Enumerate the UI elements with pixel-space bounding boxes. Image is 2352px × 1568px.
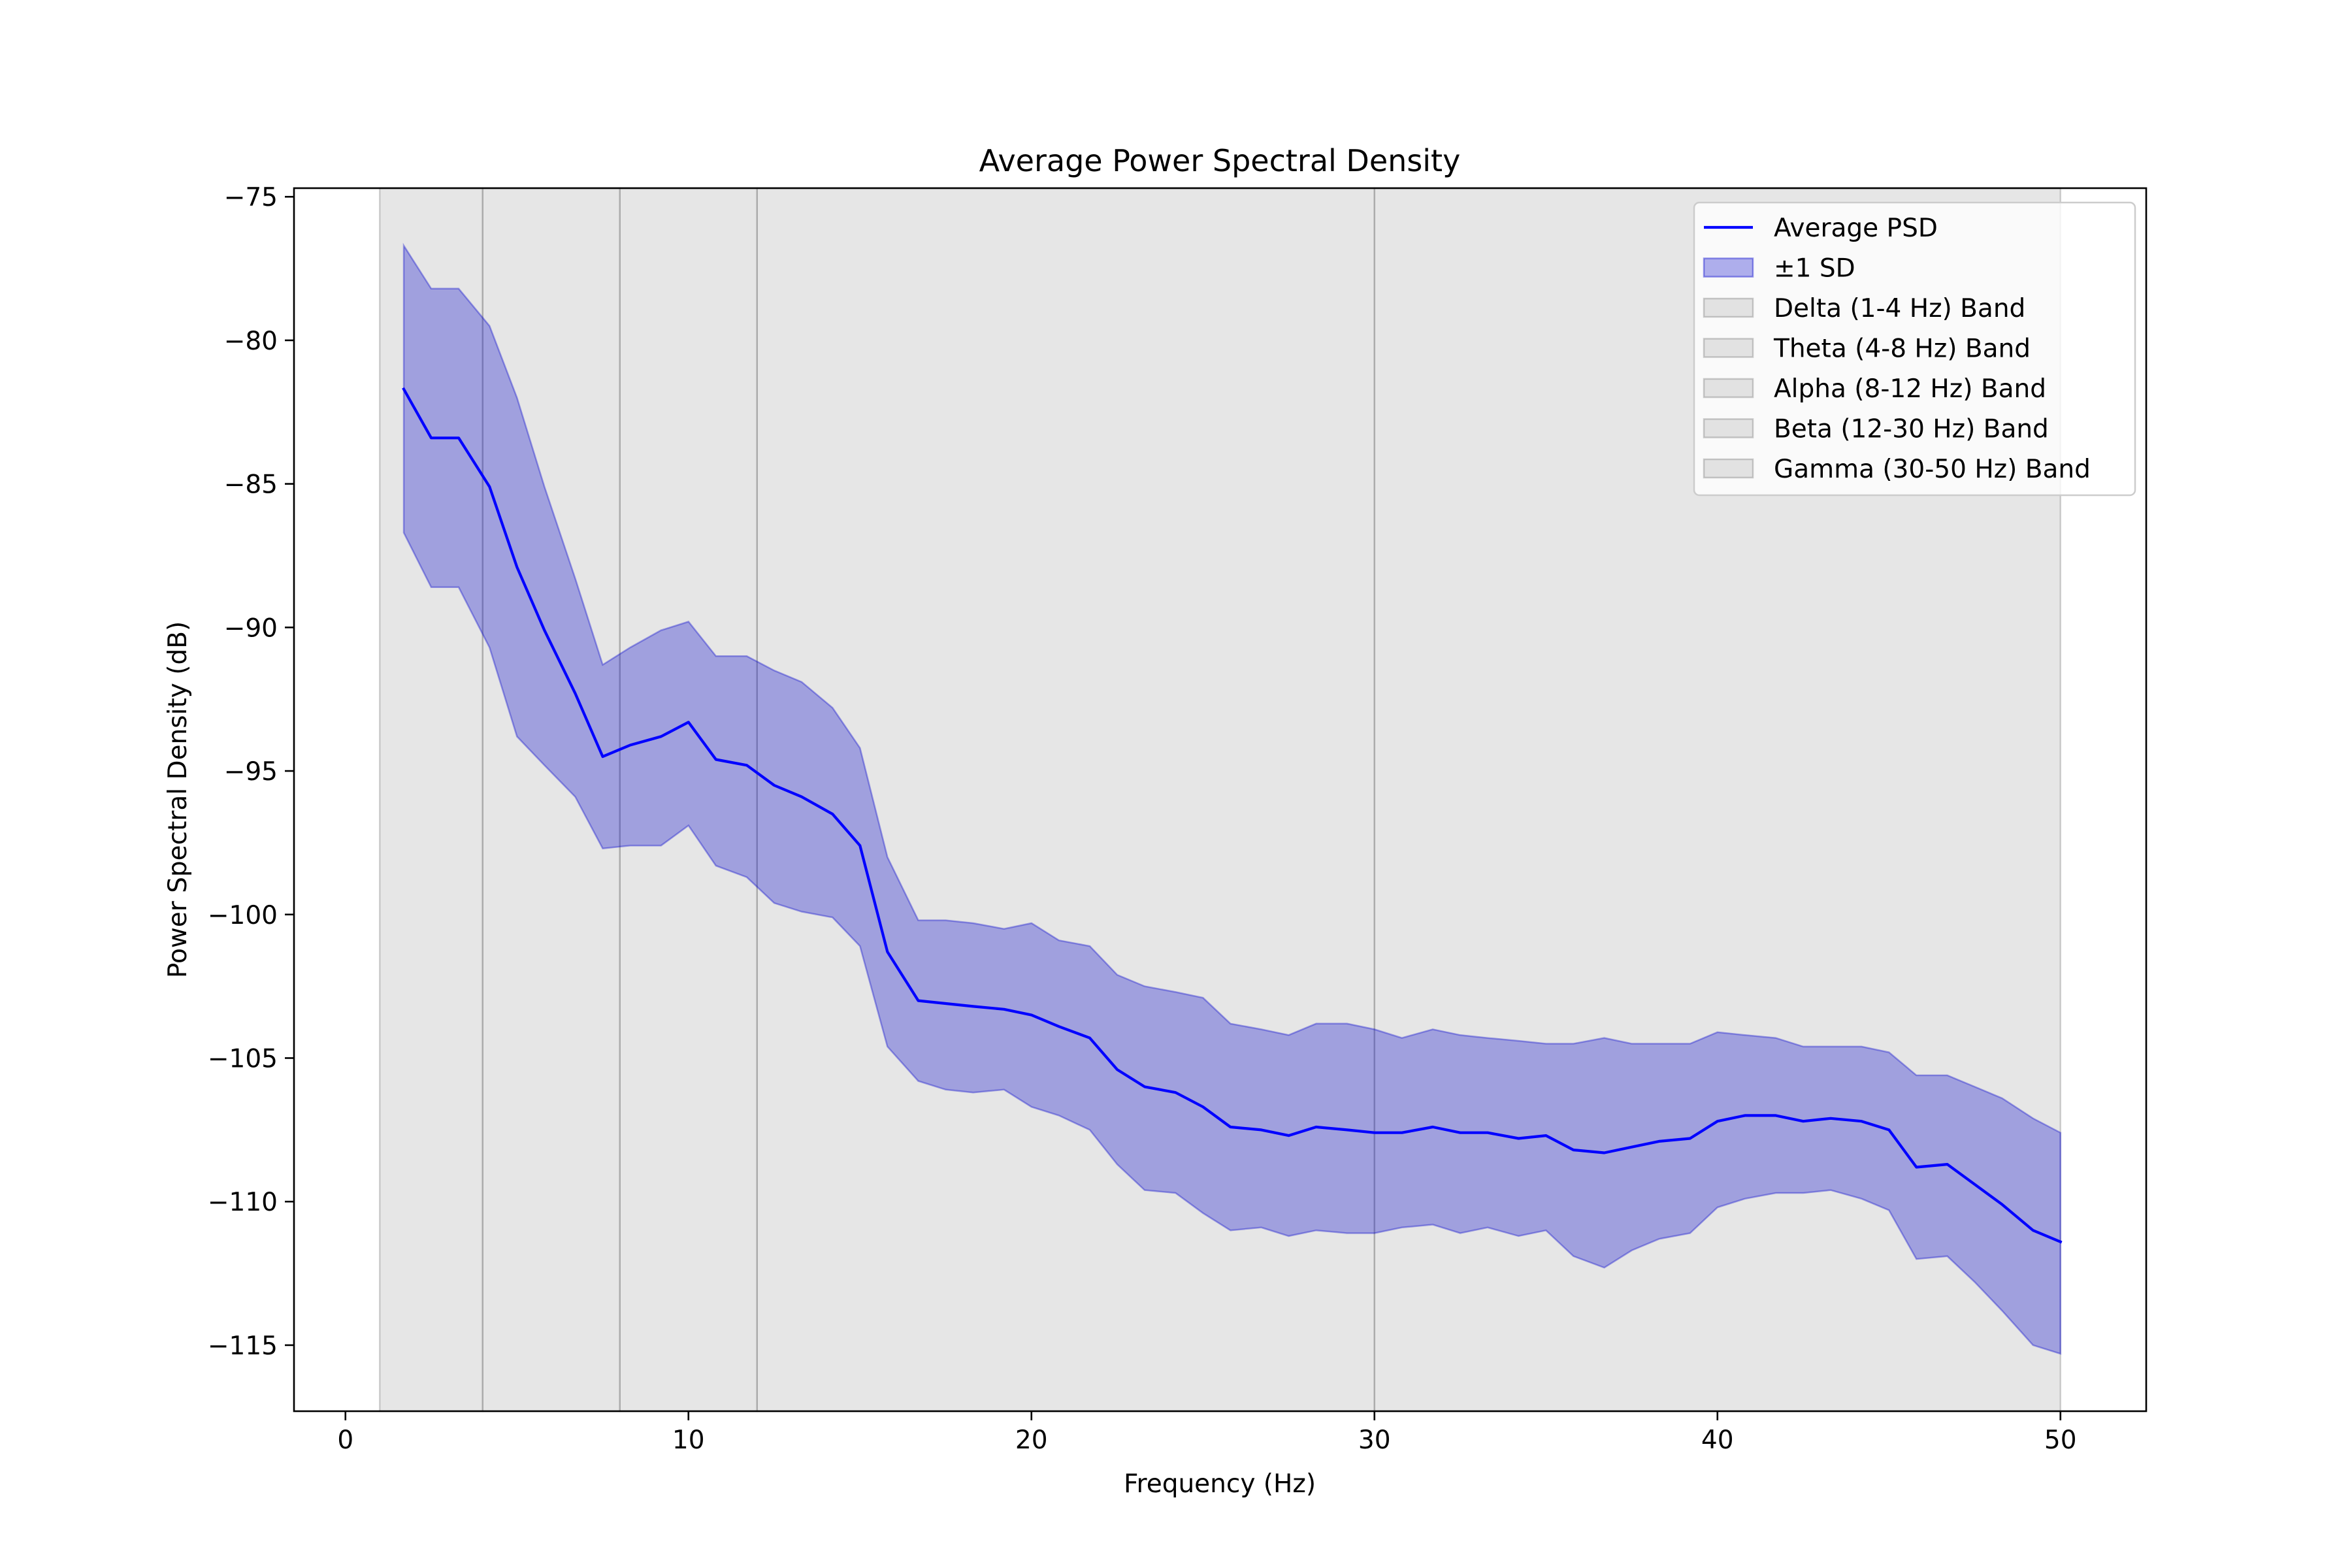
plot-frame [293,187,2148,1413]
y-tick-label: −75 [224,183,278,212]
y-tick-label: −110 [208,1188,278,1217]
x-tick-label: 0 [337,1426,353,1455]
x-tick-label: 10 [672,1426,705,1455]
legend-swatch [1703,378,1754,399]
legend-swatch [1703,297,1754,318]
y-tick-label: −85 [224,470,278,500]
legend: Average PSD ±1 SD Delta (1-4 Hz) Band Theta… [1693,201,2136,497]
x-tick-label: 40 [1701,1426,1734,1455]
sd-band [402,242,2062,1355]
x-tick-label: 30 [1358,1426,1391,1455]
x-axis-label: Frequency (Hz) [1124,1469,1316,1499]
frequency-bands [379,187,2061,1413]
legend-label: Gamma (30-50 Hz) Band [1774,455,2091,484]
legend-swatch [1703,458,1754,479]
y-tick-label: −95 [224,757,278,787]
x-tick-label: 20 [1015,1426,1048,1455]
x-tick-label: 50 [2044,1426,2077,1455]
y-tick-label: −105 [208,1044,278,1073]
x-axis-ticks: 0 10 20 30 40 50 [337,1411,2077,1455]
legend-label: Average PSD [1774,214,1938,243]
y-axis-label: Power Spectral Density (dB) [163,621,193,978]
chart-title: Average Power Spectral Density [979,143,1461,178]
sd-band-area [402,242,2062,1355]
average-psd-line [402,387,2063,1244]
legend-swatch [1703,338,1754,358]
y-axis-ticks: −75 −80 −85 −90 −95 −100 −105 −110 −115 [208,183,294,1361]
y-tick-label: −115 [208,1331,278,1361]
average-psd-line-group [402,387,2063,1244]
band-delta [379,187,483,1413]
legend-swatch [1703,257,1754,278]
legend-swatch [1703,418,1754,438]
legend-label: Delta (1-4 Hz) Band [1774,294,2025,323]
y-tick-label: −90 [224,613,278,643]
y-tick-label: −100 [208,901,278,930]
legend-label: ±1 SD [1774,254,1855,284]
band-alpha [619,187,758,1413]
band-beta [756,187,1375,1413]
y-tick-label: −80 [224,327,278,356]
legend-label: Beta (12-30 Hz) Band [1774,415,2049,444]
legend-frame [1693,201,2136,497]
legend-label: Alpha (8-12 Hz) Band [1774,374,2046,404]
legend-label: Theta (4-8 Hz) Band [1773,335,2031,364]
